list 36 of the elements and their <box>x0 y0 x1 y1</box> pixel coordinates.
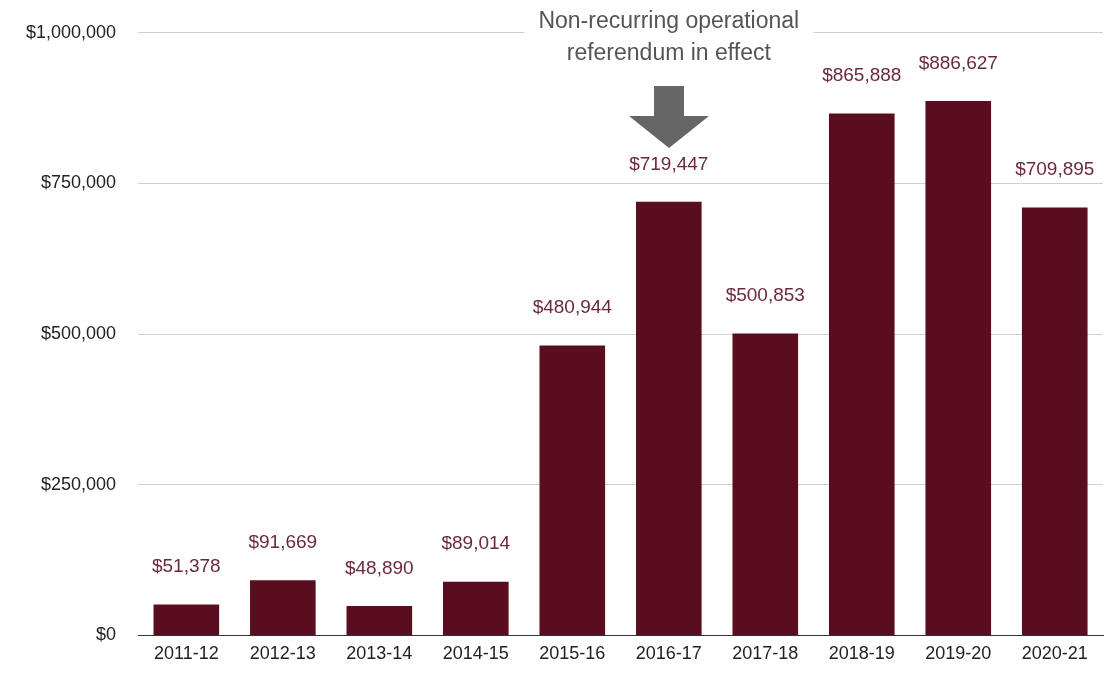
bar <box>925 101 992 635</box>
data-label: $709,895 <box>1015 158 1095 180</box>
y-tick-label: $500,000 <box>41 323 117 344</box>
annotation: Non-recurring operational referendum in effect <box>538 6 800 65</box>
x-tick-label: 2018-19 <box>828 643 895 664</box>
data-label: $48,890 <box>344 556 414 578</box>
data-label: $89,014 <box>441 532 511 554</box>
bar <box>153 604 220 635</box>
bar <box>732 333 799 635</box>
x-tick-label: 2020-21 <box>1021 643 1088 664</box>
x-tick-label: 2011-12 <box>153 643 219 664</box>
x-tick-label: 2012-13 <box>249 643 316 664</box>
x-tick-label: 2017-18 <box>732 643 799 664</box>
bar <box>828 113 895 635</box>
bar <box>443 581 509 635</box>
bar <box>250 580 316 635</box>
y-tick-label: $750,000 <box>41 172 117 193</box>
bar <box>635 201 702 635</box>
bar <box>346 605 413 635</box>
data-label: $91,669 <box>248 530 318 552</box>
x-tick-label: 2019-20 <box>925 643 992 664</box>
y-tick-label: $1,000,000 <box>25 21 117 42</box>
data-label: $865,888 <box>822 64 902 86</box>
x-tick-label: 2014-15 <box>442 643 509 664</box>
x-tick-label: 2015-16 <box>539 643 606 664</box>
data-label: $886,627 <box>918 51 998 73</box>
data-label: $500,853 <box>725 284 805 306</box>
x-tick-label: 2013-14 <box>346 643 413 664</box>
y-tick-label: $250,000 <box>41 473 117 494</box>
bar <box>1021 207 1088 635</box>
data-label: $719,447 <box>629 152 709 174</box>
data-label: $51,378 <box>151 555 221 577</box>
x-tick-label: 2016-17 <box>635 643 702 664</box>
y-tick-label: $0 <box>96 624 117 645</box>
data-label: $480,944 <box>532 296 613 318</box>
bar <box>539 345 606 635</box>
